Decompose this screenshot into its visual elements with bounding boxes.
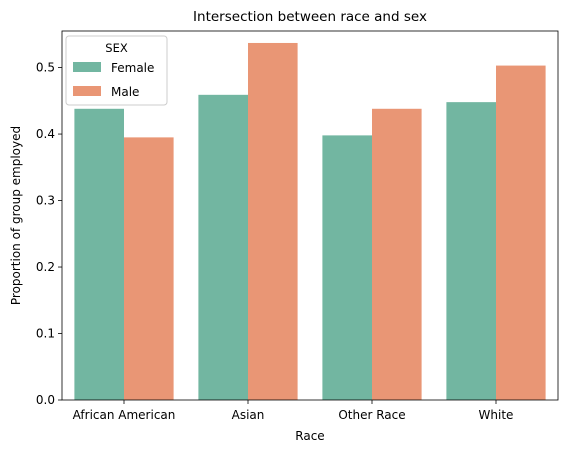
legend-swatch-male [73, 86, 101, 96]
y-tick-label: 0.1 [36, 327, 55, 341]
plot-frame [61, 30, 559, 401]
bar-other-race-female [322, 135, 372, 400]
bar-asian-female [198, 94, 248, 400]
y-tick-label: 0.5 [36, 61, 55, 75]
legend-label-female: Female [111, 61, 154, 75]
bar-white-male [496, 65, 546, 401]
y-axis-label: Proportion of group employed [9, 126, 23, 305]
bar-asian-male [248, 42, 298, 401]
x-tick-label-other-race: Other Race [338, 408, 405, 422]
y-tick-label: 0.3 [36, 194, 55, 208]
y-tick-label: 0.2 [36, 260, 55, 274]
x-tick-label-african-american: African American [73, 408, 176, 422]
bar-african-american-female [74, 108, 124, 401]
bar-other-race-male [372, 108, 422, 401]
bar-african-american-male [124, 137, 174, 401]
chart-title: Intersection between race and sex [193, 9, 427, 25]
x-tick-label-asian: Asian [232, 408, 265, 422]
legend-label-male: Male [111, 85, 139, 99]
legend: SEX Female Male [65, 35, 168, 106]
y-tick-label: 0.0 [36, 393, 55, 407]
x-tick-label-white: White [479, 408, 514, 422]
y-axis-ticks: 0.0 0.1 0.2 0.3 0.4 0.5 [36, 61, 62, 407]
x-axis-label: Race [295, 429, 324, 443]
bar-white-female [446, 102, 496, 401]
bars-group [74, 42, 546, 401]
legend-swatch-female [73, 62, 101, 72]
y-tick-label: 0.4 [36, 127, 55, 141]
x-axis-ticks: African American Asian Other Race White [73, 400, 514, 422]
legend-title: SEX [105, 41, 128, 55]
